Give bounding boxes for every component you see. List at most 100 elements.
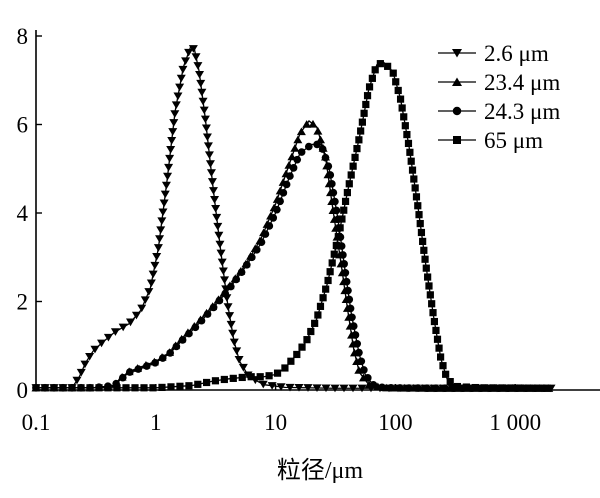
series-3-point-2 — [50, 384, 58, 392]
series-3-point-68 — [394, 86, 402, 95]
series-3-point-6 — [86, 384, 94, 392]
series-3-point-105 — [480, 384, 488, 392]
series-2-point-72 — [363, 374, 372, 382]
series-0-point-46 — [188, 45, 198, 53]
series-3-point-79 — [411, 184, 419, 192]
series-0-point-77 — [226, 320, 236, 329]
series-2-point-81 — [441, 384, 449, 393]
series-2-point-70 — [357, 357, 366, 366]
series-3-point-69 — [396, 95, 405, 103]
series-0-point-25 — [156, 226, 166, 234]
x-tick-label-4: 1 000 — [489, 410, 541, 435]
series-2-point-53 — [332, 206, 341, 215]
series-3-point-82 — [415, 211, 423, 219]
series-0-point-7 — [80, 360, 90, 369]
series-0-point-61 — [207, 178, 217, 186]
series-3-point-29 — [287, 357, 295, 365]
series-0 — [31, 45, 556, 393]
series-3-point-4 — [68, 384, 76, 392]
series-3-point-96 — [433, 335, 442, 343]
series-0-point-11 — [103, 333, 113, 342]
series-3-point-107 — [498, 384, 506, 392]
series-0-point-57 — [203, 142, 213, 151]
series-1 — [31, 119, 554, 392]
series-3-point-39 — [324, 276, 332, 285]
series-3-point-13 — [149, 384, 157, 392]
series-0-point-50 — [196, 79, 206, 88]
series-2-point-41 — [289, 164, 298, 172]
series-3-point-76 — [407, 157, 415, 165]
series-2-point-24 — [215, 296, 224, 305]
series-0-point-33 — [165, 154, 175, 163]
x-tick-label-2: 10 — [264, 410, 287, 435]
series-2-point-49 — [326, 171, 335, 179]
series-1-point-43 — [290, 144, 300, 152]
series-3-point-64 — [376, 60, 384, 68]
series-2-point-68 — [353, 339, 362, 348]
series-3-point-24 — [247, 373, 255, 381]
series-0-point-29 — [160, 190, 170, 199]
series-0-point-43 — [178, 65, 188, 74]
series-2-point-11 — [125, 368, 134, 376]
series-3-point-80 — [412, 193, 421, 201]
series-0-point-79 — [229, 338, 239, 347]
series-3-point-84 — [417, 228, 426, 237]
series-3-point-74 — [404, 139, 413, 148]
series-2-point-12 — [134, 365, 143, 373]
series-2-point-73 — [369, 380, 378, 389]
series-2-point-38 — [279, 189, 288, 197]
series-0-point-65 — [212, 213, 222, 222]
series-0-point-90 — [303, 384, 313, 392]
series-2-point-59 — [340, 260, 348, 268]
series-3-point-61 — [365, 83, 374, 91]
series-3-point-91 — [426, 291, 434, 299]
series-0-point-15 — [131, 311, 141, 320]
series-3-point-35 — [314, 311, 322, 319]
series-2-point-71 — [360, 366, 368, 374]
series-1-point-45 — [296, 127, 306, 136]
series-3-point-101 — [446, 378, 454, 386]
series-3-point-16 — [176, 382, 184, 390]
series-3-point-57 — [358, 118, 366, 126]
series-0-point-87 — [276, 383, 286, 391]
series-2-point-48 — [324, 162, 333, 171]
series-2-point-14 — [151, 358, 159, 367]
series-3-point-53 — [351, 153, 359, 162]
series-3-point-3 — [59, 384, 67, 392]
series-2-point-75 — [387, 384, 395, 392]
series-3-point-71 — [400, 113, 408, 121]
series-3-point-99 — [439, 362, 447, 370]
series-3-point-9 — [113, 384, 121, 392]
series-0-point-19 — [146, 279, 156, 288]
series-0-point-54 — [200, 115, 210, 124]
series-3-point-70 — [398, 104, 406, 112]
series-0-point-34 — [166, 145, 176, 154]
series-3-point-32 — [303, 336, 311, 344]
series-0-point-58 — [204, 151, 214, 159]
series-3-point-67 — [392, 78, 400, 86]
series-3-point-46 — [338, 215, 346, 223]
series-3-point-89 — [424, 273, 432, 281]
series-3-point-106 — [489, 384, 497, 392]
series-2-point-44 — [304, 142, 313, 151]
series-2-point-67 — [351, 331, 360, 339]
series-2-point-15 — [158, 354, 167, 362]
series-3-point-52 — [349, 162, 357, 170]
series-3-point-21 — [220, 375, 228, 384]
series-2-point-10 — [118, 373, 127, 382]
series-3-point-8 — [104, 384, 112, 392]
y-tick-label-4: 8 — [17, 24, 29, 49]
series-3-point-49 — [343, 188, 351, 197]
series-1-point-48 — [313, 126, 323, 135]
series-2-point-29 — [242, 260, 251, 269]
series-0-point-72 — [220, 276, 230, 285]
series-3-point-0 — [32, 384, 40, 392]
series-0-point-5 — [72, 376, 82, 385]
series-2-point-65 — [348, 313, 356, 322]
series-1-line — [36, 120, 552, 389]
series-0-point-23 — [153, 244, 163, 252]
series-3-point-88 — [422, 264, 430, 272]
series-3-point-40 — [326, 268, 334, 276]
